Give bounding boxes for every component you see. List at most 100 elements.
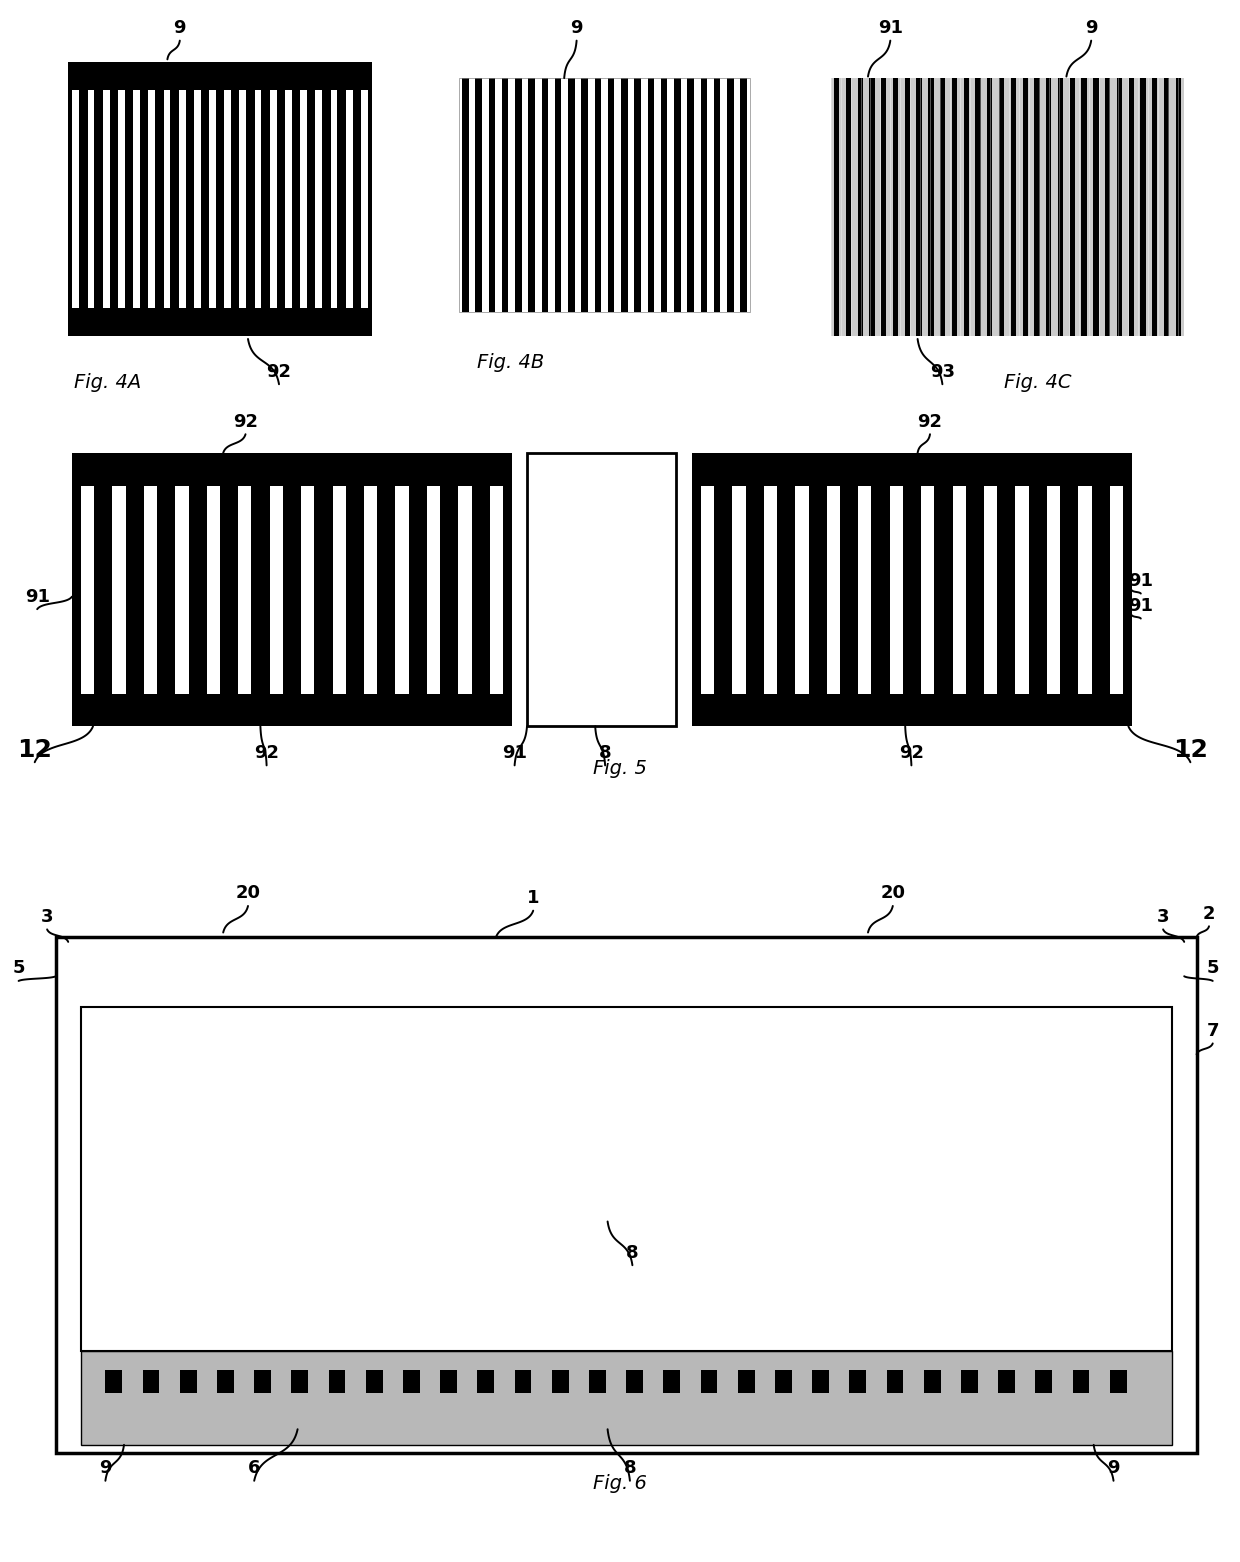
Bar <box>366 1370 382 1393</box>
Bar <box>733 486 745 694</box>
Bar <box>985 486 997 694</box>
Bar <box>396 486 409 694</box>
Text: 93: 93 <box>930 362 955 381</box>
Bar <box>180 1370 197 1393</box>
Bar <box>893 78 898 336</box>
Bar <box>921 486 935 694</box>
Bar <box>905 78 910 336</box>
Bar <box>475 78 482 312</box>
Bar <box>582 78 588 312</box>
Bar <box>889 486 903 694</box>
Text: 9: 9 <box>1107 1459 1120 1478</box>
Bar <box>72 453 512 726</box>
Bar <box>291 1370 308 1393</box>
Bar <box>81 1351 1172 1445</box>
Bar <box>692 453 1132 726</box>
Bar <box>463 78 469 312</box>
Bar <box>346 91 352 309</box>
Bar <box>1016 486 1029 694</box>
Bar <box>179 91 186 309</box>
Bar <box>661 78 667 312</box>
Bar <box>1073 1370 1089 1393</box>
Text: 12: 12 <box>17 737 52 762</box>
Bar <box>1128 78 1133 336</box>
Bar <box>217 1370 233 1393</box>
Text: 92: 92 <box>267 362 291 381</box>
Bar <box>1152 78 1157 336</box>
Bar <box>835 78 839 336</box>
Text: 9: 9 <box>1085 19 1097 37</box>
Bar <box>238 486 252 694</box>
Bar <box>459 78 750 312</box>
Text: 91: 91 <box>502 744 527 762</box>
Bar <box>1094 78 1099 336</box>
Bar <box>254 91 262 309</box>
Bar <box>1081 78 1086 336</box>
Bar <box>963 78 968 336</box>
Bar <box>193 91 201 309</box>
Text: 20: 20 <box>880 884 905 903</box>
Bar <box>1058 78 1063 336</box>
Bar <box>527 453 676 726</box>
Bar <box>701 78 707 312</box>
Text: Fig. 4C: Fig. 4C <box>1004 373 1071 392</box>
Text: 9: 9 <box>99 1459 112 1478</box>
Text: 9: 9 <box>174 19 186 37</box>
Text: 92: 92 <box>233 412 258 431</box>
Text: 92: 92 <box>899 744 924 762</box>
Text: 8: 8 <box>626 1243 639 1262</box>
Bar <box>554 78 562 312</box>
Bar <box>113 486 125 694</box>
Bar <box>365 486 377 694</box>
Bar <box>81 1007 1172 1351</box>
Bar <box>105 1370 122 1393</box>
Bar <box>987 78 992 336</box>
Text: 92: 92 <box>254 744 279 762</box>
Bar <box>329 1370 345 1393</box>
Text: 3: 3 <box>1157 908 1169 926</box>
Bar <box>882 78 887 336</box>
Bar <box>1047 78 1052 336</box>
Bar <box>727 78 734 312</box>
Bar <box>207 486 219 694</box>
Bar <box>118 91 125 309</box>
Bar <box>608 78 615 312</box>
Bar <box>300 91 308 309</box>
Text: Fig. 6: Fig. 6 <box>593 1475 647 1493</box>
Bar <box>849 1370 866 1393</box>
Bar <box>795 486 808 694</box>
Bar <box>164 91 170 309</box>
Text: 1: 1 <box>527 889 539 908</box>
Bar <box>542 78 548 312</box>
Bar <box>490 486 503 694</box>
Text: Fig. 4B: Fig. 4B <box>477 353 544 372</box>
Bar <box>687 78 694 312</box>
Bar <box>56 937 1197 1453</box>
Bar <box>81 486 94 694</box>
Bar <box>976 78 981 336</box>
Bar <box>1011 78 1016 336</box>
Bar <box>940 78 945 336</box>
Bar <box>740 78 746 312</box>
Bar <box>403 1370 419 1393</box>
Bar <box>459 486 471 694</box>
Bar <box>952 78 957 336</box>
Bar <box>72 91 79 309</box>
Bar <box>210 91 216 309</box>
Bar <box>331 91 337 309</box>
Bar <box>998 1370 1014 1393</box>
Bar <box>738 1370 754 1393</box>
Bar <box>1110 486 1123 694</box>
Text: 91: 91 <box>25 587 50 606</box>
Bar <box>103 91 109 309</box>
Bar <box>1141 78 1146 336</box>
Text: Fig. 4A: Fig. 4A <box>74 373 141 392</box>
Bar <box>858 78 863 336</box>
Bar <box>332 486 346 694</box>
Bar <box>515 1370 532 1393</box>
Bar <box>846 78 851 336</box>
Bar <box>635 78 641 312</box>
Text: 5: 5 <box>1207 959 1219 978</box>
Bar <box>1047 486 1060 694</box>
Bar <box>502 78 508 312</box>
